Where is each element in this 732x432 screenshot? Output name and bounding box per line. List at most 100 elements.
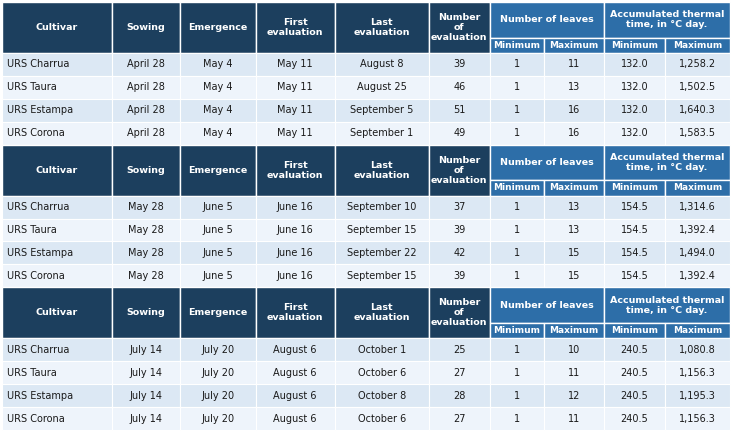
Text: 154.5: 154.5 [621,248,649,258]
Bar [256,287,335,338]
Text: 1,258.2: 1,258.2 [679,60,716,70]
Text: Minimum: Minimum [611,326,658,335]
Text: Accumulated thermal
time, in °C day.: Accumulated thermal time, in °C day. [610,10,724,29]
Text: May 11: May 11 [277,105,313,115]
Text: April 28: April 28 [127,128,165,138]
Bar [490,122,545,145]
Text: June 16: June 16 [277,202,313,212]
Text: Number of leaves: Number of leaves [500,158,594,167]
Text: First
evaluation: First evaluation [267,161,324,180]
Text: May 11: May 11 [277,83,313,92]
Text: URS Estampa: URS Estampa [7,391,73,400]
Bar [490,38,545,53]
Text: Emergence: Emergence [188,165,247,175]
Text: URS Estampa: URS Estampa [7,105,73,115]
Text: 1: 1 [514,128,520,138]
Text: Minimum: Minimum [611,184,658,193]
Text: 1: 1 [514,248,520,258]
Bar [335,407,429,430]
Text: 11: 11 [568,368,580,378]
Bar [256,145,335,196]
Bar [256,361,335,384]
Bar [604,287,730,323]
Bar [2,53,112,76]
Bar [604,338,665,361]
Bar [545,323,604,338]
Bar [2,2,112,53]
Bar [604,241,665,264]
Text: 16: 16 [568,128,580,138]
Bar [429,338,490,361]
Text: 16: 16 [568,105,580,115]
Text: Maximum: Maximum [550,184,599,193]
Text: 1,583.5: 1,583.5 [679,128,716,138]
Bar [665,264,730,287]
Text: 240.5: 240.5 [621,391,649,400]
Text: URS Corona: URS Corona [7,413,64,423]
Text: Minimum: Minimum [493,184,540,193]
Text: 1: 1 [514,345,520,355]
Bar [429,287,490,338]
Text: 1,392.4: 1,392.4 [679,225,716,235]
Text: July 20: July 20 [201,413,235,423]
Bar [112,219,180,241]
Text: URS Corona: URS Corona [7,128,64,138]
Bar [604,2,730,38]
Bar [256,99,335,122]
Bar [335,122,429,145]
Bar [335,241,429,264]
Bar [335,384,429,407]
Text: 13: 13 [568,83,580,92]
Bar [429,264,490,287]
Bar [180,145,256,196]
Text: June 5: June 5 [203,248,234,258]
Bar [335,2,429,53]
Text: October 6: October 6 [358,413,406,423]
Bar [256,384,335,407]
Bar [256,196,335,219]
Text: July 20: July 20 [201,391,235,400]
Bar [545,53,604,76]
Bar [490,323,545,338]
Text: Number
of
evaluation: Number of evaluation [431,298,488,327]
Text: 1: 1 [514,105,520,115]
Text: May 28: May 28 [128,225,164,235]
Text: URS Corona: URS Corona [7,271,64,281]
Text: 1: 1 [514,225,520,235]
Text: 10: 10 [568,345,580,355]
Text: Sowing: Sowing [127,165,165,175]
Bar [335,145,429,196]
Bar [665,196,730,219]
Bar [604,196,665,219]
Text: July 20: July 20 [201,345,235,355]
Text: July 14: July 14 [130,391,163,400]
Text: August 6: August 6 [274,345,317,355]
Text: Maximum: Maximum [673,41,722,50]
Bar [545,38,604,53]
Text: 132.0: 132.0 [621,83,649,92]
Text: 15: 15 [568,271,580,281]
Text: 1: 1 [514,83,520,92]
Bar [180,361,256,384]
Text: October 6: October 6 [358,368,406,378]
Text: May 4: May 4 [203,60,233,70]
Text: Sowing: Sowing [127,308,165,318]
Bar [335,219,429,241]
Text: 49: 49 [453,128,466,138]
Bar [604,53,665,76]
Bar [604,264,665,287]
Text: September 22: September 22 [347,248,417,258]
Text: Number of leaves: Number of leaves [500,15,594,24]
Bar [545,361,604,384]
Bar [604,122,665,145]
Text: 28: 28 [453,391,466,400]
Text: 51: 51 [453,105,466,115]
Bar [604,76,665,99]
Text: Emergence: Emergence [188,308,247,318]
Text: June 16: June 16 [277,248,313,258]
Bar [335,53,429,76]
Text: April 28: April 28 [127,60,165,70]
Text: 240.5: 240.5 [621,345,649,355]
Text: 1,156.3: 1,156.3 [679,368,716,378]
Text: 240.5: 240.5 [621,368,649,378]
